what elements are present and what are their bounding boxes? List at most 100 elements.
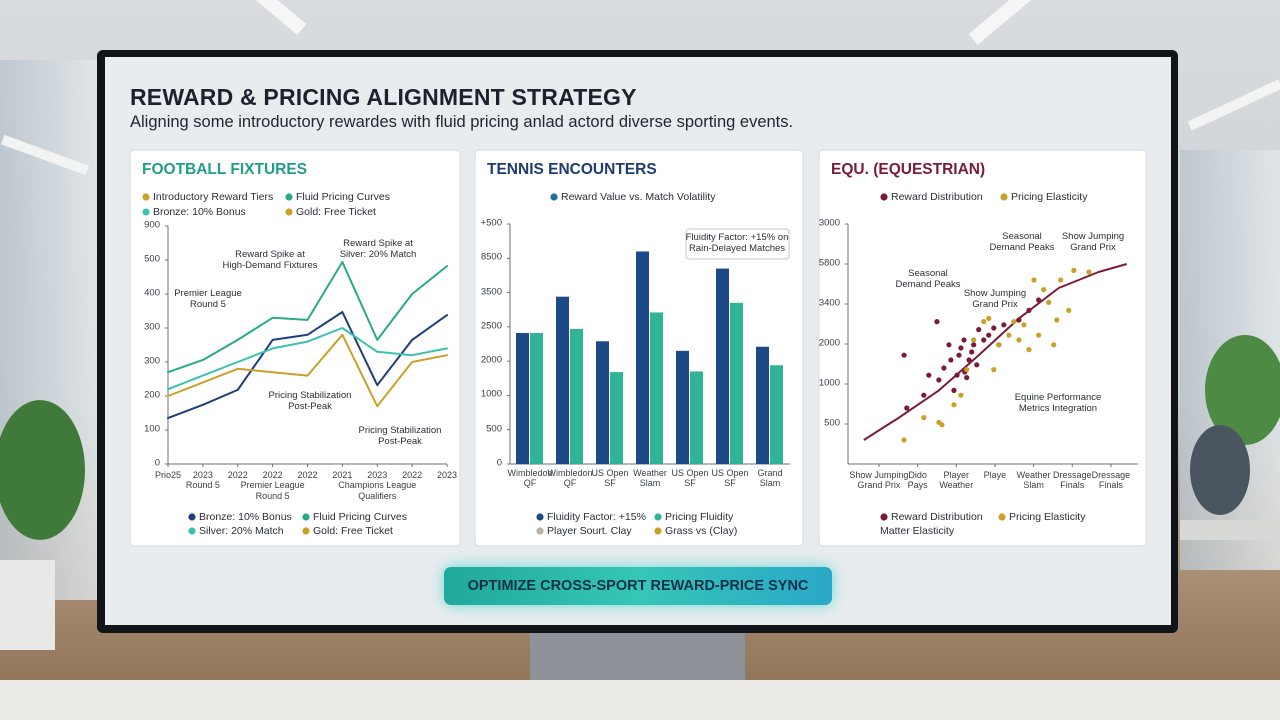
- scatter-point: [1041, 287, 1047, 293]
- scatter-point: [964, 375, 970, 381]
- chart-title: FOOTBALL FIXTURES: [142, 161, 308, 179]
- scatter-point: [966, 357, 972, 363]
- x-tick-label: 2022: [227, 470, 248, 480]
- bar: [516, 333, 529, 464]
- page-subtitle: Aligning some introductory rewardes with…: [130, 113, 794, 131]
- legend-marker: [285, 208, 293, 216]
- scatter-point: [1031, 277, 1037, 283]
- annotation: Pricing Stabilization Post-Peak: [358, 425, 442, 447]
- bar: [596, 341, 609, 464]
- y-tick-label: 3000: [818, 217, 840, 229]
- y-tick-label: 300: [144, 355, 160, 367]
- y-tick-label: 1000: [818, 377, 840, 389]
- scatter-point: [934, 319, 940, 325]
- scatter-point: [904, 405, 910, 411]
- trend-line: [863, 263, 1128, 441]
- y-tick-label: 100: [144, 423, 160, 435]
- ceiling-light: [243, 0, 307, 35]
- y-tick-label: 3400: [818, 297, 840, 309]
- y-tick-label: 400: [144, 287, 160, 299]
- y-tick-label: +500: [480, 217, 502, 229]
- scatter-point: [948, 357, 954, 363]
- scatter-point: [1016, 317, 1022, 323]
- scatter-point: [971, 342, 977, 348]
- scatter-point: [956, 352, 962, 358]
- legend-label: Silver: 20% Match: [199, 524, 284, 537]
- x-tick-label: Player Weather: [939, 470, 974, 491]
- y-tick-label: 0: [154, 457, 160, 469]
- scatter-point: [921, 392, 927, 398]
- bar: [730, 302, 743, 464]
- scatter-point: [1016, 337, 1022, 343]
- scatter-point: [1001, 322, 1007, 328]
- ceiling-light: [1, 134, 89, 176]
- ceiling-light: [968, 0, 1032, 45]
- scatter-point: [961, 337, 967, 343]
- scatter-point: [1036, 332, 1042, 338]
- legend-marker: [654, 513, 662, 521]
- person: [1190, 425, 1250, 515]
- x-tick-label: 2023: [436, 470, 458, 480]
- x-tick-label: 2023 Champions League Qualifiers: [338, 470, 417, 501]
- x-tick-label: Weather Slam: [1016, 470, 1051, 491]
- x-tick-label: US Open SF: [671, 468, 709, 489]
- y-tick-label: 1000: [480, 388, 502, 400]
- legend-label: Reward Distribution: [891, 190, 983, 203]
- x-tick-label: Prio25: [154, 470, 182, 480]
- scatter-point: [936, 377, 942, 383]
- y-tick-label: 0: [496, 457, 502, 469]
- y-tick-label: 500: [144, 253, 160, 265]
- x-tick-label: US Open SF: [591, 468, 629, 489]
- y-tick-label: 5800: [818, 257, 840, 269]
- scatter-point: [981, 337, 987, 343]
- y-tick-label: 3500: [480, 286, 502, 298]
- scatter-point: [1026, 347, 1032, 353]
- legend-marker: [142, 193, 150, 201]
- table: [1180, 520, 1280, 540]
- scatter-point: [1021, 322, 1027, 328]
- annotation: Show Jumping Grand Prix: [963, 288, 1027, 310]
- bar: [570, 328, 583, 464]
- scatter-point: [1051, 342, 1057, 348]
- scatter-point: [951, 402, 957, 408]
- series-line: [167, 261, 448, 374]
- annotation: Seasonal Demand Peaks: [989, 231, 1055, 253]
- y-tick-label: 200: [144, 389, 160, 401]
- y-tick-label: 2500: [480, 320, 502, 332]
- legend-marker: [302, 527, 310, 535]
- scatter-point: [981, 319, 987, 325]
- card: [129, 149, 461, 547]
- bar: [650, 312, 663, 464]
- x-tick-label: Grand Slam: [757, 468, 783, 489]
- legend-marker: [1000, 193, 1008, 201]
- chart-title: TENNIS ENCOUNTERS: [487, 161, 657, 179]
- legend-label: Bronze: 10% Bonus: [153, 205, 246, 218]
- bar: [530, 333, 543, 464]
- x-tick-label: Playe: [983, 470, 1007, 480]
- series-line: [167, 333, 448, 408]
- scatter-point: [991, 367, 997, 373]
- legend-label: Fluid Pricing Curves: [296, 190, 390, 203]
- plant: [1205, 335, 1280, 445]
- scatter-point: [971, 337, 977, 343]
- bar: [610, 372, 623, 464]
- chart-title: EQU. (EQUESTRIAN): [831, 161, 986, 179]
- x-tick-label: Dressage Finals: [1091, 470, 1131, 491]
- annotation: Equine Performance Metrics Integration: [1014, 392, 1102, 414]
- annotation: Premier League Round 5: [174, 288, 242, 310]
- scatter-point: [1011, 319, 1017, 325]
- bar: [716, 268, 729, 464]
- x-tick-label: Dido Pays: [907, 470, 928, 491]
- annotation: Reward Spike at Silver: 20% Match: [339, 238, 417, 260]
- card: [818, 149, 1147, 547]
- scatter-point: [986, 332, 992, 338]
- sync-button[interactable]: OPTIMIZE CROSS-SPORT REWARD-PRICE SYNC: [444, 567, 832, 605]
- scatter-point: [1046, 299, 1052, 305]
- y-tick-label: 2000: [480, 354, 502, 366]
- legend-label: Player Sourt. Clay: [547, 524, 632, 537]
- legend-label: Pricing Elasticity: [1011, 190, 1088, 203]
- scatter-point: [1026, 307, 1032, 313]
- scatter-point: [951, 387, 957, 393]
